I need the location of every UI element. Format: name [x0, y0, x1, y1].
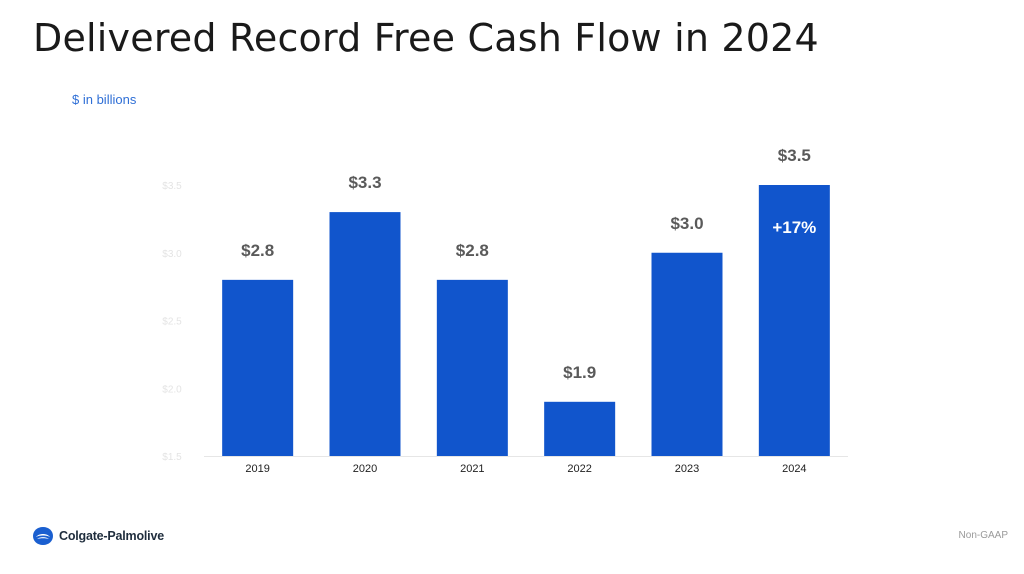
- units-label: $ in billions: [72, 92, 137, 107]
- growth-annotation: +17%: [772, 218, 816, 237]
- y-tick-label: $2.0: [162, 384, 182, 395]
- x-tick-label: 2022: [567, 463, 591, 475]
- brand-logo: Colgate-Palmolive: [32, 526, 164, 546]
- colgate-logo-icon: [33, 527, 53, 545]
- x-tick-label: 2024: [782, 463, 806, 475]
- bar-2024: [758, 185, 830, 456]
- data-label-2021: $2.8: [456, 241, 489, 260]
- data-label-2023: $3.0: [670, 214, 703, 233]
- non-gaap-note: Non-GAAP: [958, 530, 1008, 541]
- x-tick-label: 2019: [245, 463, 269, 475]
- y-tick-label: $3.0: [162, 249, 182, 260]
- data-label-2024: $3.5: [778, 146, 811, 165]
- data-label-2020: $3.3: [348, 173, 381, 192]
- x-tick-label: 2023: [675, 463, 699, 475]
- page-title: Delivered Record Free Cash Flow in 2024: [33, 16, 819, 60]
- y-tick-label: $2.5: [162, 317, 182, 328]
- bar-2019: [222, 279, 294, 456]
- bar-2023: [651, 252, 723, 456]
- x-tick-label: 2020: [353, 463, 377, 475]
- bar-chart: $1.5 $2.0 $2.5 $3.0 $3.5 $2.8 2019 $3.3 2020 $2.8…: [162, 146, 848, 475]
- bar-2020: [329, 212, 401, 456]
- brand-name: Colgate-Palmolive: [59, 529, 164, 543]
- y-tick-label: $1.5: [162, 452, 182, 463]
- data-label-2019: $2.8: [241, 241, 274, 260]
- data-label-2022: $1.9: [563, 363, 596, 382]
- bar-2021: [436, 279, 508, 456]
- bar-2022: [544, 401, 616, 456]
- y-tick-label: $3.5: [162, 181, 182, 192]
- x-tick-label: 2021: [460, 463, 484, 475]
